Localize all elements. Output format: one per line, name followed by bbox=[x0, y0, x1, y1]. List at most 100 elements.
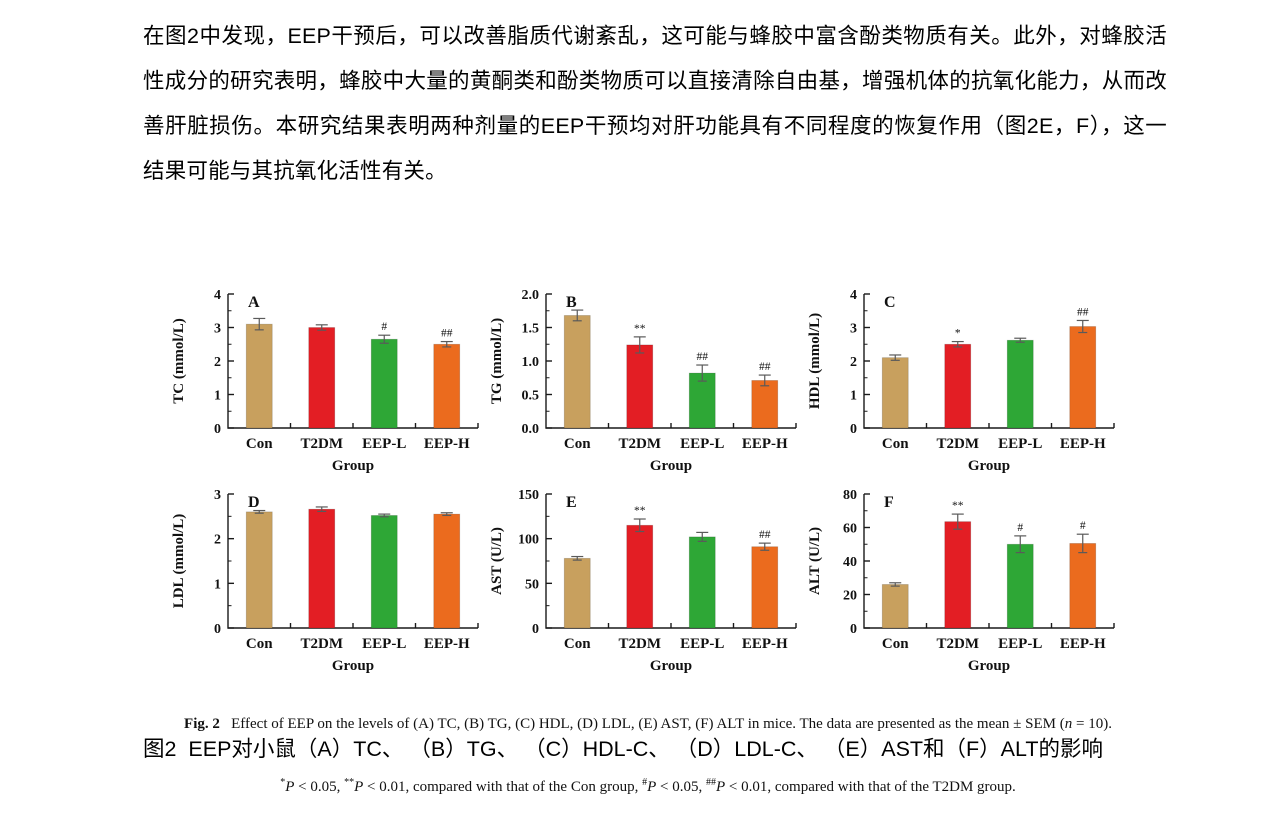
y-tick-label: 0 bbox=[214, 622, 221, 637]
caption-segment: P bbox=[354, 779, 364, 795]
caption-segment: Effect of EEP on the levels of (A) TC, (… bbox=[219, 716, 1065, 732]
bar-EEP-H bbox=[751, 380, 779, 429]
caption-segment: < 0.05, bbox=[656, 779, 706, 795]
y-axis-label: TG (mmol/L) bbox=[489, 318, 505, 404]
x-category-label: EEP-H bbox=[742, 636, 788, 652]
bar-EEP-L bbox=[1006, 543, 1034, 629]
y-tick-label: 0 bbox=[850, 422, 857, 437]
x-category-label: EEP-L bbox=[680, 636, 724, 652]
y-tick-label: 3 bbox=[214, 488, 221, 503]
chart-panel-C: 0 1 2 3 4 Con * T2DM EEP-L ## EEP-H C HDL (mmol/L) Gr… bbox=[807, 288, 1115, 474]
x-category-label: Con bbox=[246, 436, 273, 452]
bar-EEP-H bbox=[1069, 326, 1097, 429]
significance-annotation: * bbox=[955, 328, 961, 340]
chart-panel-E: 0 50 100 150 Con ** T2DM EEP-L ## EEP-H E AST (U/L)… bbox=[489, 488, 797, 674]
chart-panel-F: 0 20 40 60 80 Con ** T2DM # EEP-L # EEP-H F ALT (U/L)… bbox=[807, 488, 1115, 674]
bar-Con bbox=[881, 584, 909, 629]
caption-segment: < 0.01, compared with that of the Con gr… bbox=[363, 779, 643, 795]
x-category-label: EEP-L bbox=[998, 436, 1042, 452]
x-axis-label: Group bbox=[332, 458, 374, 474]
significance-annotation: # bbox=[381, 321, 387, 333]
x-axis-label: Group bbox=[968, 658, 1010, 674]
y-axis-label: ALT (U/L) bbox=[807, 527, 823, 595]
bar-EEP-L bbox=[370, 515, 398, 629]
figure-caption-line-1: Fig. 2 Effect of EEP on the levels of (A… bbox=[164, 714, 1132, 735]
bar-Con bbox=[563, 315, 591, 429]
bar-EEP-H bbox=[433, 343, 461, 429]
x-category-label: T2DM bbox=[619, 436, 662, 452]
significance-annotation: # bbox=[1080, 520, 1086, 532]
significance-annotation: ** bbox=[634, 505, 646, 517]
x-category-label: T2DM bbox=[937, 436, 980, 452]
bar-EEP-L bbox=[1006, 339, 1034, 429]
caption-segment: P bbox=[285, 779, 295, 795]
significance-annotation: ** bbox=[952, 500, 964, 512]
y-tick-label: 1 bbox=[214, 577, 221, 592]
bar-EEP-H bbox=[433, 513, 461, 629]
y-tick-label: 3 bbox=[214, 322, 221, 337]
chart-cell-B: 0.0 0.5 1.0 1.5 2.0 Con ** T2DM ## EEP-L ## EEP-H B T… bbox=[486, 278, 804, 478]
x-category-label: EEP-H bbox=[1060, 436, 1106, 452]
x-category-label: T2DM bbox=[301, 636, 344, 652]
bar-Con bbox=[563, 557, 591, 629]
y-tick-label: 0.0 bbox=[522, 422, 540, 437]
chart-cell-D: 0 1 2 3 Con T2DM EEP-L EEP-H D LDL (mmol/L) Group bbox=[168, 478, 486, 678]
y-tick-label: 50 bbox=[525, 577, 539, 592]
y-tick-label: 0 bbox=[850, 622, 857, 637]
body-paragraph: 在图2中发现，EEP干预后，可以改善脂质代谢紊乱，这可能与蜂胶中富含酚类物质有关… bbox=[143, 24, 1167, 183]
x-category-label: EEP-L bbox=[998, 636, 1042, 652]
y-tick-label: 3 bbox=[850, 322, 857, 337]
y-tick-label: 2.0 bbox=[522, 288, 540, 303]
x-axis-label: Group bbox=[650, 658, 692, 674]
x-category-label: Con bbox=[564, 636, 591, 652]
y-tick-label: 4 bbox=[850, 288, 857, 303]
x-category-label: Con bbox=[882, 436, 909, 452]
y-tick-label: 80 bbox=[843, 488, 857, 503]
y-tick-label: 1.5 bbox=[522, 322, 540, 337]
y-tick-label: 150 bbox=[518, 488, 539, 503]
chart-panel-A: 0 1 2 3 4 Con T2DM # EEP-L ## EEP-H A TC (mmol/L) Gro… bbox=[171, 288, 479, 474]
y-tick-label: 0 bbox=[532, 622, 539, 637]
y-tick-label: 20 bbox=[843, 589, 857, 604]
bar-T2DM bbox=[944, 343, 972, 429]
significance-annotation: # bbox=[1017, 522, 1023, 534]
y-tick-label: 2 bbox=[214, 533, 221, 548]
significance-annotation: ** bbox=[634, 323, 646, 335]
bar-EEP-L bbox=[688, 372, 716, 429]
x-category-label: EEP-L bbox=[362, 436, 406, 452]
x-category-label: EEP-L bbox=[362, 636, 406, 652]
bar-T2DM bbox=[626, 524, 654, 629]
x-axis-label: Group bbox=[332, 658, 374, 674]
y-tick-label: 2 bbox=[850, 355, 857, 370]
caption-segment: = 10). bbox=[1072, 716, 1112, 732]
bar-T2DM bbox=[944, 521, 972, 629]
bar-EEP-L bbox=[370, 338, 398, 429]
caption-segment: < 0.05, bbox=[294, 779, 345, 795]
y-tick-label: 0.5 bbox=[522, 389, 540, 404]
y-tick-label: 1 bbox=[850, 389, 857, 404]
panel-letter: E bbox=[566, 494, 577, 511]
significance-annotation: ## bbox=[759, 529, 771, 541]
x-category-label: T2DM bbox=[619, 636, 662, 652]
panel-letter: A bbox=[248, 294, 260, 311]
bar-T2DM bbox=[626, 344, 654, 429]
y-tick-label: 0 bbox=[214, 422, 221, 437]
figure-caption-line-2: *P < 0.05, **P < 0.01, compared with tha… bbox=[164, 777, 1132, 798]
caption-segment: Fig. 2 bbox=[184, 716, 220, 732]
panel-letter: B bbox=[566, 294, 577, 311]
x-category-label: T2DM bbox=[301, 436, 344, 452]
chart-cell-C: 0 1 2 3 4 Con * T2DM EEP-L ## EEP-H C HDL (mmol/L) Gr… bbox=[804, 278, 1122, 478]
x-category-label: EEP-H bbox=[1060, 636, 1106, 652]
figure-caption-zh: 图2 EEP对小鼠（A）TC、 （B）TG、 （C）HDL-C、 （D）LDL-… bbox=[143, 737, 1104, 761]
bar-Con bbox=[245, 511, 273, 629]
y-tick-label: 1.0 bbox=[522, 355, 540, 370]
y-tick-label: 40 bbox=[843, 555, 857, 570]
x-axis-label: Group bbox=[968, 458, 1010, 474]
significance-annotation: ## bbox=[1077, 306, 1089, 318]
x-category-label: EEP-H bbox=[424, 436, 470, 452]
bar-Con bbox=[881, 357, 909, 429]
x-category-label: EEP-L bbox=[680, 436, 724, 452]
bar-EEP-H bbox=[1069, 543, 1097, 629]
significance-annotation: ## bbox=[759, 361, 771, 373]
y-axis-label: HDL (mmol/L) bbox=[807, 313, 823, 409]
